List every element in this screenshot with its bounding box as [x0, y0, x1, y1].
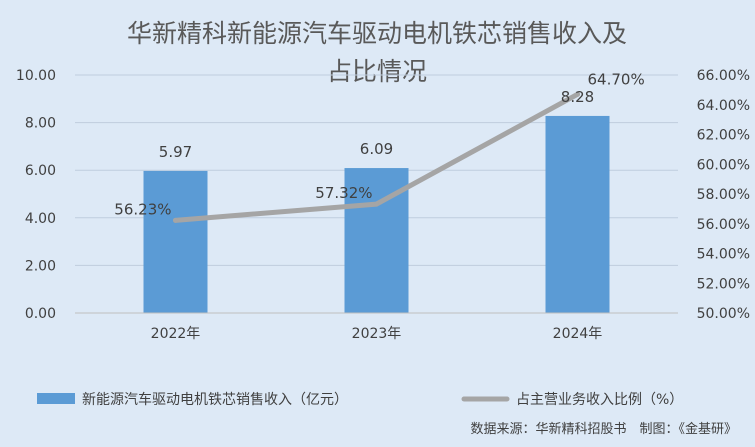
left-axis-tick-label: 0.00 [25, 306, 56, 322]
right-axis: 50.00% 52.00% 54.00% 56.00% 58.00% 60.00% 62.0… [697, 68, 750, 322]
left-axis-tick-label: 10.00 [16, 68, 56, 84]
legend-line-label: 占主营业务收入比例（%） [516, 392, 683, 408]
right-axis-tick-label: 62.00% [697, 128, 750, 144]
line-point-2024年 [575, 91, 580, 97]
left-axis-tick-label: 8.00 [25, 116, 56, 132]
right-axis-tick-label: 52.00% [697, 276, 750, 292]
line-value-label: 56.23% [114, 200, 171, 218]
x-axis-tick-label: 2023年 [352, 326, 402, 342]
chart-title-line-2: 占比情况 [327, 57, 427, 86]
left-axis-tick-label: 4.00 [25, 211, 56, 227]
source-note: 数据来源：华新精科招股书 制图：《金基研》 [470, 421, 737, 437]
legend-bar-swatch [37, 393, 75, 404]
right-axis-tick-label: 50.00% [697, 306, 750, 322]
left-axis: 0.00 2.00 4.00 6.00 8.00 10.00 [16, 68, 56, 322]
line-series [173, 91, 580, 223]
x-axis-tick-label: 2022年 [151, 326, 201, 342]
bar-2022年 [143, 170, 208, 313]
line-point-2022年 [173, 217, 178, 223]
bar-series [143, 115, 610, 313]
bar-value-label: 8.28 [561, 88, 594, 106]
bar-2024年 [545, 115, 610, 313]
x-axis-tick-label: 2024年 [553, 326, 603, 342]
right-axis-tick-label: 56.00% [697, 217, 750, 233]
x-axis: 2022年 2023年 2024年 [75, 312, 678, 342]
right-axis-tick-label: 54.00% [697, 247, 750, 263]
bar-value-label: 6.09 [360, 140, 393, 158]
legend-bar-label: 新能源汽车驱动电机铁芯销售收入（亿元） [82, 391, 348, 408]
right-axis-tick-label: 66.00% [697, 68, 750, 84]
legend: 新能源汽车驱动电机铁芯销售收入（亿元） 占主营业务收入比例（%） [37, 391, 683, 408]
left-axis-tick-label: 2.00 [25, 258, 56, 274]
line-value-label: 57.32% [315, 184, 372, 202]
chart-title-line-1: 华新精科新能源汽车驱动电机铁芯销售收入及 [127, 19, 627, 48]
right-axis-tick-label: 58.00% [697, 187, 750, 203]
left-axis-tick-label: 6.00 [25, 163, 56, 179]
bar-value-label: 5.97 [159, 143, 192, 161]
line-value-label: 64.70% [588, 70, 645, 88]
right-axis-tick-label: 64.00% [697, 98, 750, 114]
line-point-2023年 [374, 201, 379, 207]
data-labels: 5.97 6.09 8.28 56.23% 57.32% 64.70% [114, 70, 644, 218]
right-axis-tick-label: 60.00% [697, 157, 750, 173]
